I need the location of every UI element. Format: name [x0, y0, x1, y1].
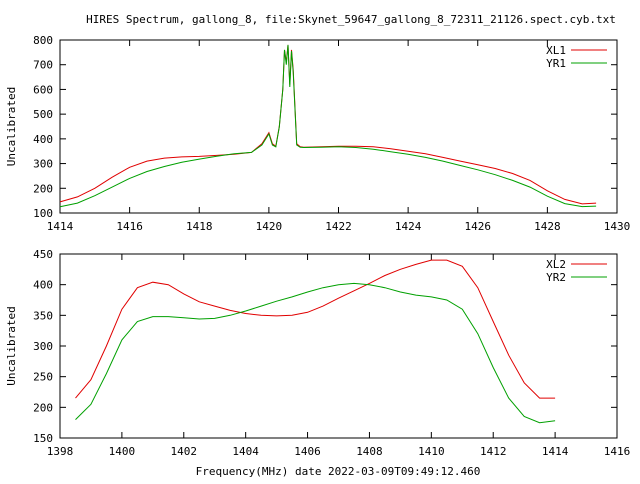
y-tick-label: 700 — [33, 59, 53, 72]
upper-spectrum-panel: 100 200 300 400 500 600 700 800 1414 1416 1418 1420… — [5, 34, 630, 233]
chart-title: HIRES Spectrum, gallong_8, file:Skynet_5… — [86, 13, 616, 26]
legend-label: XL2 — [546, 258, 566, 271]
y-tick-label: 300 — [33, 158, 53, 171]
series-line-yr1 — [59, 44, 597, 208]
x-tick-label: 1420 — [256, 220, 283, 233]
x-tick-label: 1412 — [480, 445, 507, 458]
legend-label: XL1 — [546, 44, 566, 57]
x-tick-label: 1414 — [47, 220, 74, 233]
x-tick-label: 1416 — [116, 220, 143, 233]
y-axis-label: Uncalibrated — [5, 306, 18, 385]
x-tick-label: 1402 — [171, 445, 198, 458]
x-tick-label: 1414 — [542, 445, 569, 458]
y-tick-label: 250 — [33, 371, 53, 384]
y-tick-label: 500 — [33, 108, 53, 121]
y-tick-label: 450 — [33, 248, 53, 261]
series-line-xl2 — [75, 259, 556, 399]
x-tick-label: 1428 — [534, 220, 561, 233]
y-axis-label: Uncalibrated — [5, 87, 18, 166]
y-tick-label: 200 — [33, 401, 53, 414]
legend-label: YR2 — [546, 271, 566, 284]
x-tick-label: 1406 — [294, 445, 321, 458]
series-line-xl1 — [59, 44, 597, 205]
x-axis-label: Frequency(MHz) date 2022-03-09T09:49:12.… — [196, 465, 481, 478]
x-tick-label: 1416 — [604, 445, 631, 458]
series-line-yr2 — [75, 282, 556, 424]
y-tick-label: 350 — [33, 309, 53, 322]
y-tick-label: 800 — [33, 34, 53, 47]
lower-spectrum-panel: 150 200 250 300 350 400 450 1398 1400 1402 1404 140… — [5, 248, 630, 458]
y-tick-label: 400 — [33, 279, 53, 292]
y-tick-label: 400 — [33, 133, 53, 146]
y-tick-label: 100 — [33, 207, 53, 220]
x-tick-label: 1430 — [604, 220, 631, 233]
y-tick-label: 150 — [33, 432, 53, 445]
x-tick-label: 1422 — [325, 220, 352, 233]
y-tick-label: 600 — [33, 83, 53, 96]
plot-frame — [59, 39, 618, 214]
x-tick-label: 1410 — [418, 445, 445, 458]
x-tick-label: 1400 — [109, 445, 136, 458]
y-tick-label: 200 — [33, 182, 53, 195]
x-tick-label: 1398 — [47, 445, 74, 458]
x-tick-label: 1426 — [465, 220, 492, 233]
legend-label: YR1 — [546, 57, 566, 70]
x-tick-label: 1408 — [356, 445, 383, 458]
x-tick-label: 1418 — [186, 220, 213, 233]
x-tick-label: 1424 — [395, 220, 422, 233]
y-tick-label: 300 — [33, 340, 53, 353]
plot-frame — [59, 253, 618, 439]
x-tick-label: 1404 — [232, 445, 259, 458]
